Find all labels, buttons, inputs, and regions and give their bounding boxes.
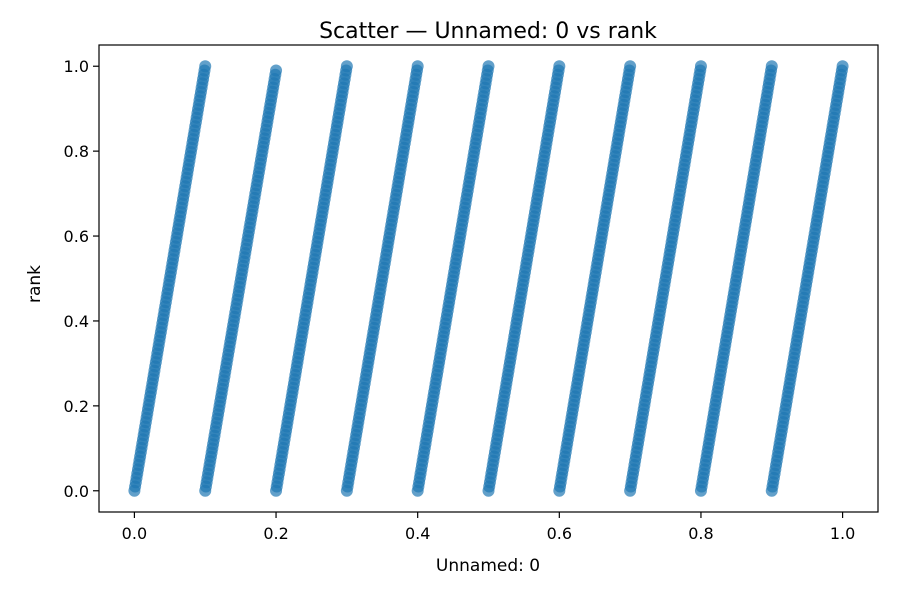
- x-tick-label: 0.8: [688, 524, 713, 543]
- y-tick-label: 0.6: [64, 227, 89, 246]
- plot-frame: [98, 44, 879, 513]
- scatter-point: [624, 60, 637, 73]
- x-axis: 0.0 0.2 0.4 0.6 0.8 1.0: [122, 512, 855, 543]
- scatter-point: [694, 60, 707, 73]
- y-axis: 0.0 0.2 0.4 0.6 0.8 1.0: [64, 57, 99, 501]
- y-tick-label: 1.0: [64, 57, 89, 76]
- scatter-segment: [624, 60, 707, 497]
- x-tick-label: 0.4: [405, 524, 430, 543]
- scatter-point: [482, 60, 495, 73]
- scatter-point: [553, 60, 566, 73]
- x-tick-label: 0.6: [547, 524, 572, 543]
- scatter-segment: [128, 60, 212, 497]
- scatter-segment: [553, 60, 637, 497]
- y-tick-label: 0.4: [64, 312, 89, 331]
- scatter-segment: [270, 60, 353, 497]
- scatter-point: [836, 60, 849, 73]
- x-tick-label: 0.2: [263, 524, 288, 543]
- scatter-segment: [765, 60, 849, 497]
- x-axis-label: Unnamed: 0: [436, 556, 540, 576]
- scatter-point: [199, 60, 212, 73]
- scatter-segment: [482, 60, 566, 497]
- scatter-segment: [411, 60, 495, 497]
- scatter-point: [411, 60, 424, 73]
- x-tick-label: 1.0: [830, 524, 855, 543]
- points-layer: [128, 60, 849, 497]
- chart-title: Scatter — Unnamed: 0 vs rank: [319, 19, 657, 44]
- y-tick-label: 0.2: [64, 397, 89, 416]
- x-tick-label: 0.0: [122, 524, 147, 543]
- scatter-point: [270, 64, 283, 77]
- scatter-segment: [694, 60, 778, 497]
- y-tick-label: 0.8: [64, 142, 89, 161]
- scatter-segment: [340, 60, 424, 497]
- y-tick-label: 0.0: [64, 482, 89, 501]
- scatter-segment: [199, 64, 283, 497]
- scatter-point: [340, 60, 353, 73]
- y-axis-label: rank: [25, 265, 45, 303]
- scatter-point: [765, 60, 778, 73]
